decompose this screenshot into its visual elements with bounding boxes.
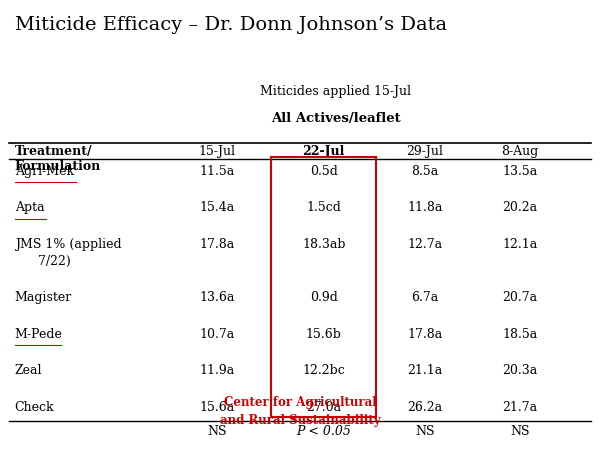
- Text: 22-Jul: 22-Jul: [302, 144, 345, 158]
- Text: Apta: Apta: [14, 202, 44, 215]
- Text: 15.4a: 15.4a: [199, 202, 235, 215]
- Text: Magister: Magister: [14, 291, 72, 304]
- Text: 20.3a: 20.3a: [502, 364, 538, 377]
- Text: 12.7a: 12.7a: [407, 238, 442, 251]
- Text: 21.7a: 21.7a: [502, 400, 538, 414]
- Text: NS: NS: [510, 425, 530, 438]
- Text: 15.6a: 15.6a: [199, 400, 235, 414]
- Text: Miticides applied 15-Jul: Miticides applied 15-Jul: [260, 85, 411, 98]
- Text: 15.6b: 15.6b: [306, 328, 342, 341]
- Text: 20.7a: 20.7a: [502, 291, 538, 304]
- Text: JMS 1% (applied: JMS 1% (applied: [14, 238, 121, 251]
- Text: NS: NS: [415, 425, 434, 438]
- Text: NS: NS: [207, 425, 227, 438]
- Text: Miticide Efficacy – Dr. Donn Johnson’s Data: Miticide Efficacy – Dr. Donn Johnson’s D…: [14, 16, 447, 34]
- Text: 12.2bc: 12.2bc: [302, 364, 345, 377]
- Text: 11.9a: 11.9a: [199, 364, 235, 377]
- Text: 11.5a: 11.5a: [199, 165, 235, 178]
- Text: 8-Aug: 8-Aug: [502, 144, 539, 158]
- Text: 26.2a: 26.2a: [407, 400, 442, 414]
- Text: Treatment/: Treatment/: [14, 144, 92, 158]
- Text: Check: Check: [14, 400, 54, 414]
- Text: 10.7a: 10.7a: [199, 328, 235, 341]
- Text: 18.3ab: 18.3ab: [302, 238, 346, 251]
- Text: 1.5cd: 1.5cd: [307, 202, 341, 215]
- Bar: [271, 158, 376, 417]
- Text: 13.6a: 13.6a: [199, 291, 235, 304]
- Text: 8.5a: 8.5a: [411, 165, 439, 178]
- Text: 17.8a: 17.8a: [407, 328, 442, 341]
- Text: Zeal: Zeal: [14, 364, 42, 377]
- Text: All Actives/leaflet: All Actives/leaflet: [271, 112, 400, 125]
- Text: 6.7a: 6.7a: [411, 291, 439, 304]
- Text: 17.8a: 17.8a: [199, 238, 235, 251]
- Text: 11.8a: 11.8a: [407, 202, 443, 215]
- Text: 18.5a: 18.5a: [502, 328, 538, 341]
- Text: Agri-Mek: Agri-Mek: [14, 165, 74, 178]
- Text: 27.0a: 27.0a: [306, 400, 341, 414]
- Text: 12.1a: 12.1a: [502, 238, 538, 251]
- Text: Formulation: Formulation: [14, 160, 101, 173]
- Text: 0.9d: 0.9d: [310, 291, 338, 304]
- Text: P < 0.05: P < 0.05: [296, 425, 351, 438]
- Text: Center for Agricultural: Center for Agricultural: [224, 396, 376, 410]
- Text: 20.2a: 20.2a: [502, 202, 538, 215]
- Text: 29-Jul: 29-Jul: [406, 144, 443, 158]
- Text: and Rural Sustainability: and Rural Sustainability: [220, 414, 380, 427]
- Text: 21.1a: 21.1a: [407, 364, 442, 377]
- Text: 13.5a: 13.5a: [502, 165, 538, 178]
- Text: 7/22): 7/22): [38, 255, 71, 268]
- Text: M-Pede: M-Pede: [14, 328, 62, 341]
- Text: 15-Jul: 15-Jul: [198, 144, 235, 158]
- Text: 0.5d: 0.5d: [310, 165, 338, 178]
